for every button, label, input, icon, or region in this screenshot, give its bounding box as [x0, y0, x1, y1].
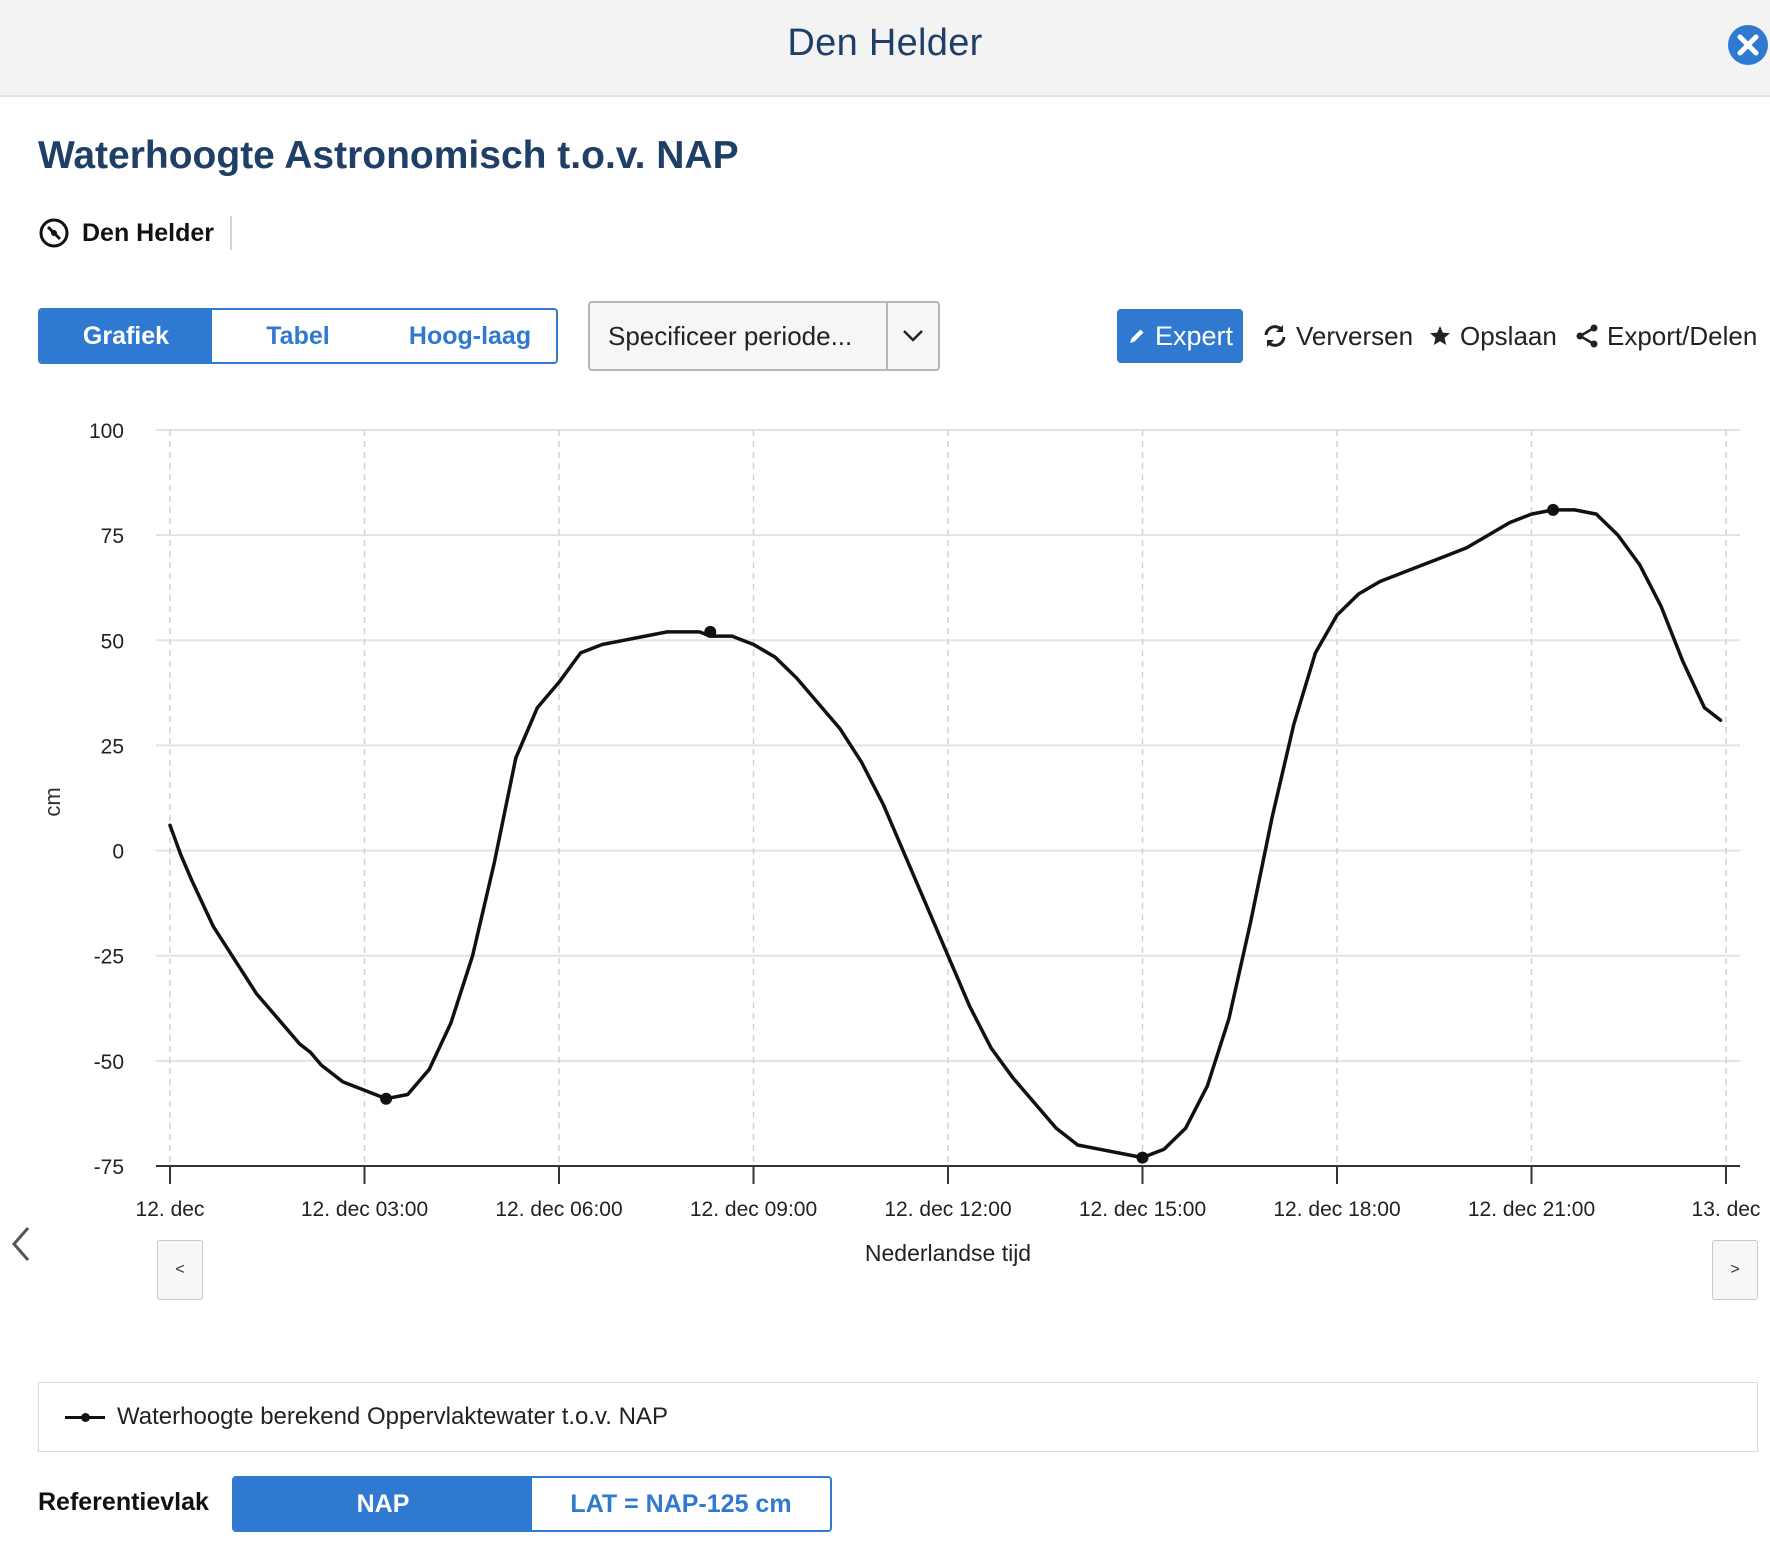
- location-divider: [229, 216, 232, 250]
- tab-tabel[interactable]: Tabel: [212, 310, 384, 362]
- x-axis: 12. dec 12. dec 03:00 12. dec 06:00 12. dec…: [136, 1165, 1761, 1221]
- expert-button[interactable]: Expert: [1117, 309, 1243, 363]
- pencil-icon: [1129, 329, 1144, 343]
- legend-line-swatch: [65, 1410, 105, 1424]
- close-icon: [1737, 34, 1759, 56]
- location-name: Den Helder: [82, 218, 214, 247]
- tab-grafiek[interactable]: Grafiek: [40, 310, 212, 362]
- back-arrow-icon[interactable]: [6, 1222, 34, 1266]
- compass-icon: [39, 218, 69, 248]
- chevron-down-icon: [903, 330, 923, 342]
- horizontal-gridlines: [156, 429, 1740, 1062]
- x-tick-label: 12. dec 15:00: [1079, 1198, 1206, 1221]
- reference-label: Referentievlak: [38, 1488, 209, 1516]
- save-button[interactable]: Opslaan: [1428, 315, 1557, 357]
- x-tick-label: 12. dec 06:00: [495, 1198, 622, 1221]
- location-indicator: Den Helder: [38, 216, 232, 250]
- x-tick-label: 12. dec 03:00: [301, 1198, 428, 1221]
- page-title: Waterhoogte Astronomisch t.o.v. NAP: [38, 134, 739, 177]
- y-tick-label: -25: [94, 946, 124, 969]
- extremum-marker: [1136, 1151, 1149, 1164]
- y-tick-label: 100: [89, 420, 124, 443]
- dialog-header: Den Helder: [0, 0, 1770, 97]
- share-button[interactable]: Export/Delen: [1575, 315, 1757, 357]
- y-axis-label: cm: [40, 787, 65, 816]
- x-tick-label: 12. dec 21:00: [1468, 1198, 1595, 1221]
- vertical-gridlines: [169, 430, 1727, 1166]
- y-tick-label: 25: [101, 735, 124, 758]
- x-tick-label: 12. dec 18:00: [1273, 1198, 1400, 1221]
- expert-button-label: Expert: [1154, 320, 1234, 351]
- reference-option-nap[interactable]: NAP: [234, 1478, 532, 1530]
- x-tick-label: 12. dec 12:00: [884, 1198, 1011, 1221]
- extremum-marker: [380, 1092, 393, 1105]
- refresh-icon: [1264, 325, 1286, 347]
- y-tick-label: -50: [94, 1051, 124, 1074]
- x-tick-label: 12. dec: [136, 1198, 205, 1221]
- y-tick-label: -75: [94, 1156, 124, 1179]
- legend-series-label[interactable]: Waterhoogte berekend Oppervlaktewater t.…: [117, 1403, 668, 1430]
- reference-option-lat[interactable]: LAT = NAP-125 cm: [532, 1478, 830, 1530]
- chart-legend: Waterhoogte berekend Oppervlaktewater t.…: [38, 1382, 1758, 1452]
- dialog-title: Den Helder: [787, 22, 983, 64]
- share-icon: [1576, 324, 1598, 348]
- tab-hoog-laag[interactable]: Hoog-laag: [384, 310, 556, 362]
- period-dropdown-toggle[interactable]: [886, 303, 938, 369]
- x-axis-label: Nederlandse tijd: [865, 1240, 1031, 1266]
- reference-tabs: NAP LAT = NAP-125 cm: [232, 1476, 832, 1532]
- share-label: Export/Delen: [1607, 320, 1758, 351]
- x-tick-label: 13. dec: [1692, 1198, 1761, 1221]
- water-level-chart: 100 75 50 25 0 -25 -50 -75 12. dec 12. dec 03:00…: [40, 420, 1761, 1266]
- view-tabs: Grafiek Tabel Hoog-laag: [38, 308, 558, 364]
- y-tick-label: 50: [101, 630, 124, 653]
- pan-left-button[interactable]: <: [157, 1240, 203, 1300]
- series-group: [168, 503, 1723, 1164]
- extremum-marker: [1547, 503, 1560, 516]
- y-axis-ticks: 100 75 50 25 0 -25 -50 -75: [89, 420, 124, 1179]
- period-select[interactable]: Specificeer periode...: [588, 301, 940, 371]
- x-tick-label: 12. dec 09:00: [690, 1198, 817, 1221]
- y-tick-label: 0: [112, 841, 124, 864]
- refresh-button[interactable]: Verversen: [1262, 315, 1413, 357]
- pan-right-button[interactable]: >: [1712, 1240, 1758, 1300]
- period-select-value: Specificeer periode...: [608, 320, 853, 351]
- series-line: [168, 508, 1723, 1160]
- save-label: Opslaan: [1460, 320, 1557, 351]
- close-button[interactable]: [1728, 25, 1768, 65]
- y-tick-label: 75: [101, 525, 124, 548]
- extremum-marker: [704, 625, 717, 638]
- star-icon: [1430, 326, 1450, 345]
- refresh-label: Verversen: [1296, 320, 1414, 351]
